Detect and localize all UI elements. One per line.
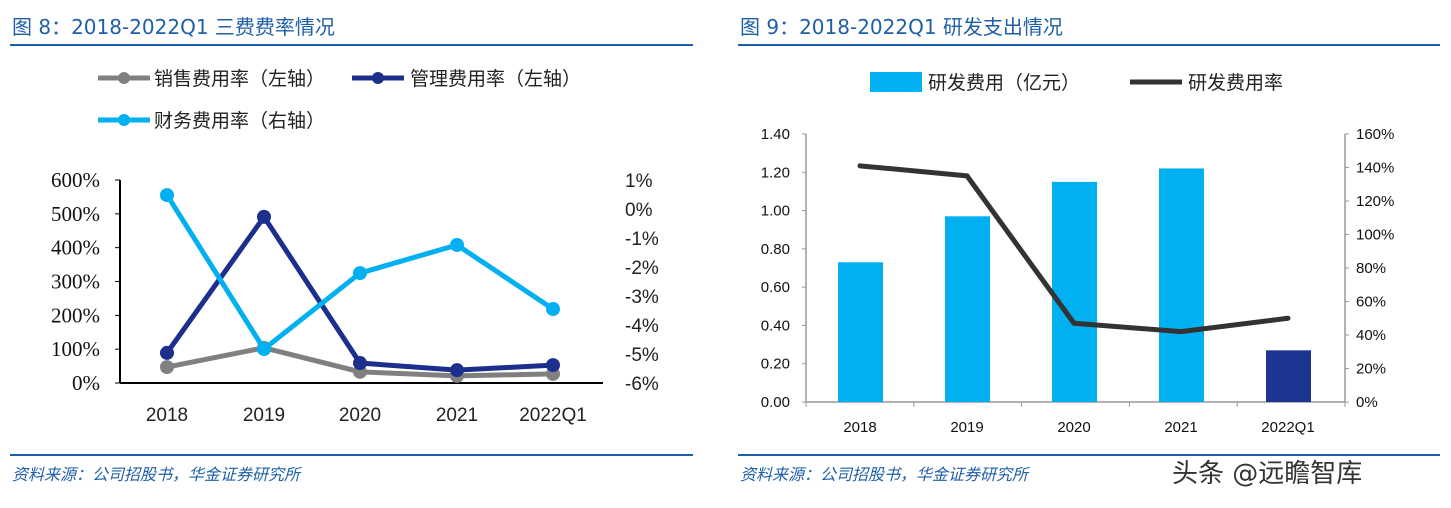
legend-rd-bar-label: 研发费用（亿元） [928,72,1080,94]
data-point [450,237,464,252]
y-tick-label-right: 0% [625,200,653,221]
bar-rd-expense [838,262,883,402]
x-tick-label: 2021 [1164,419,1197,436]
y-tick-label-right: -6% [625,374,659,395]
legend-mgmt-marker [372,72,384,84]
y-tick-label-right: 100% [1356,227,1394,244]
x-tick-label: 2022Q1 [1261,419,1314,436]
legend-finance-marker [118,114,130,126]
y-tick-label-right: -5% [625,345,659,366]
legend-finance-label: 财务费用率（右轴） [154,110,325,132]
y-tick-label-left: 500% [51,202,100,226]
y-tick-label-left: 300% [51,270,100,294]
chart2-title: 图 9：2018-2022Q1 研发支出情况 [740,15,1063,39]
y-tick-label-left: 1.00 [761,203,790,220]
y-tick-label-left: 0.00 [761,394,790,411]
y-tick-label-right: 0% [1356,394,1378,411]
y-tick-label-right: 40% [1356,327,1386,344]
bar-rd-expense [1266,350,1311,402]
y-tick-label-left: 0.20 [761,356,790,373]
y-tick-label-right: 1% [625,171,653,192]
y-tick-label-right: 80% [1356,260,1386,277]
bar-rd-expense [1052,181,1097,402]
y-tick-label-left: 0.40 [761,317,790,334]
y-tick-label-right: 20% [1356,361,1386,378]
data-point-rd-rate [964,173,970,179]
y-tick-label-right: 120% [1356,193,1394,210]
data-point [353,356,367,371]
y-tick-label-left: 0.60 [761,279,790,296]
x-tick-label: 2020 [1057,419,1090,436]
data-point [546,358,560,373]
data-point [450,363,464,378]
chart1-plot: 600% 500% 400% 300% 200% 100% 0% 1% 0% -1% -2% -3% -… [51,168,659,426]
y-tick-label-left: 200% [51,303,100,327]
y-tick-label-right: 60% [1356,294,1386,311]
y-tick-label-left: 600% [51,168,100,192]
data-point [160,345,174,360]
y-tick-label-right: -1% [625,229,659,250]
chart1-title: 图 8：2018-2022Q1 三费费率情况 [12,15,335,39]
legend-sales-label: 销售费用率（左轴） [154,68,325,90]
data-point-rd-rate [1178,329,1184,335]
y-tick-label-right: 140% [1356,160,1394,177]
data-point [353,266,367,281]
legend-mgmt-label: 管理费用率（左轴） [410,68,581,90]
data-point [160,188,174,203]
y-tick-label-left: 100% [51,337,100,361]
legend-rd-bar-swatch [870,72,922,92]
y-tick-label-left: 1.20 [761,164,790,181]
x-tick-label: 2022Q1 [519,405,587,426]
series-line-1 [164,212,554,373]
bar-rd-expense [945,216,990,402]
y-tick-label-left: 1.40 [761,126,790,143]
y-tick-label-right: -3% [625,287,659,308]
y-tick-label-right: -2% [625,258,659,279]
y-tick-label-left: 0% [72,371,100,395]
legend-sales-marker [118,72,130,84]
y-tick-label-right: -4% [625,316,659,337]
x-tick-label: 2021 [436,405,478,426]
x-tick-label: 2018 [146,405,188,426]
data-point [546,302,560,317]
chart2-source: 资料来源：公司招股书，华金证券研究所 [740,465,1031,484]
data-point-rd-rate [857,163,863,169]
data-point-rd-rate [1071,320,1077,326]
y-tick-label-left: 400% [51,236,100,260]
y-tick-label-right: 160% [1356,126,1394,143]
watermark: 头条 @远瞻智库 [1172,459,1362,489]
data-point-rd-rate [1285,315,1291,321]
y-tick-label-left: 0.80 [761,241,790,258]
x-tick-label: 2018 [843,419,876,436]
data-point [257,342,271,357]
data-point [160,360,174,375]
x-tick-label: 2020 [339,405,381,426]
x-tick-label: 2019 [950,419,983,436]
legend-rd-rate-label: 研发费用率 [1188,72,1283,94]
x-tick-label: 2019 [243,405,285,426]
chart1-source: 资料来源：公司招股书，华金证券研究所 [12,465,303,484]
bar-rd-expense [1159,168,1204,402]
chart2-plot: 1.40 1.20 1.00 0.80 0.60 0.40 0.20 0.00 160% 140%… [761,126,1395,436]
data-point [257,209,271,224]
